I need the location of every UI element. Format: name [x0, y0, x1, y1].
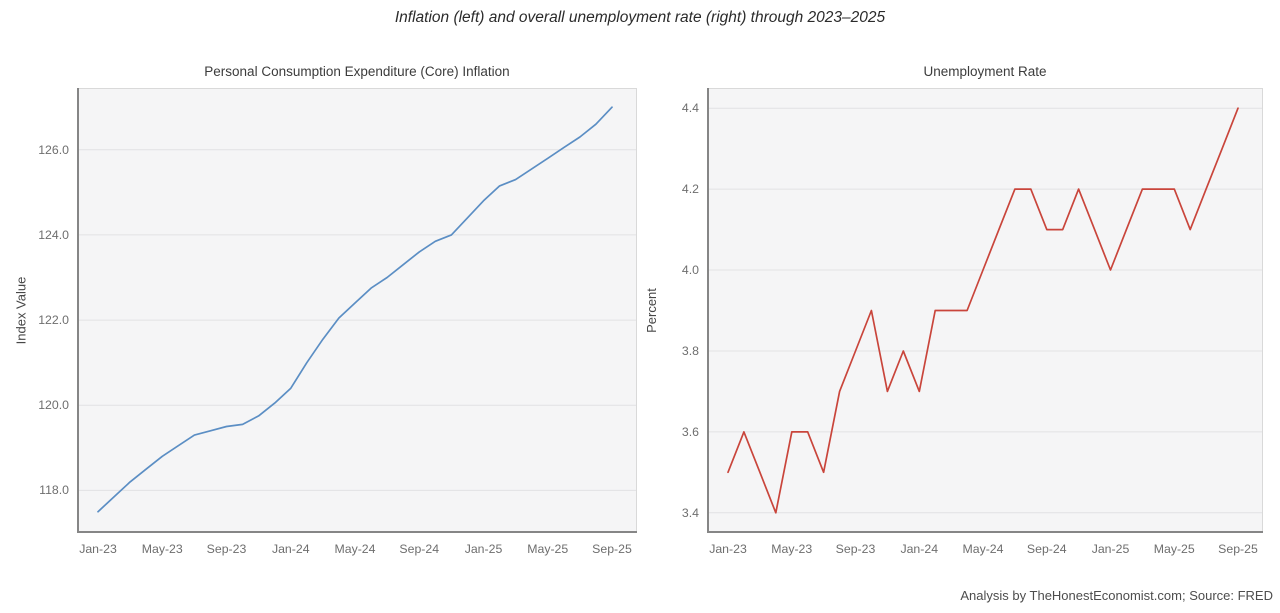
x-tick-label: May-23 [141, 542, 183, 556]
y-tick-label: 3.4 [681, 505, 699, 520]
unemployment-chart-title: Unemployment Rate [923, 64, 1047, 79]
unemployment-chart: Unemployment Rate Percent 3.4 3.6 3.8 4.0 4.… [644, 64, 1263, 556]
figure-suptitle: Inflation (left) and overall unemploymen… [394, 9, 886, 26]
x-tick-label: May-25 [1153, 542, 1195, 556]
y-tick-label: 122.0 [38, 313, 69, 328]
y-tick-label: 3.6 [681, 424, 699, 439]
plot-background [707, 88, 1263, 533]
x-tick-label: Jan-24 [900, 542, 939, 556]
y-tick-label: 3.8 [681, 343, 699, 358]
x-tick-label: Sep-24 [399, 542, 440, 556]
y-tick-label: 126.0 [38, 142, 69, 157]
inflation-chart-title: Personal Consumption Expenditure (Core) … [204, 64, 510, 79]
x-tick-label: May-23 [771, 542, 813, 556]
x-tick-label: Sep-23 [835, 542, 876, 556]
source-attribution: Analysis by TheHonestEconomist.com; Sour… [960, 588, 1273, 603]
x-tick-label: Sep-25 [1218, 542, 1258, 556]
x-tick-label: May-24 [962, 542, 1004, 556]
inflation-y-axis-title-text: Index Value [13, 276, 29, 345]
x-tick-label: Sep-24 [1026, 542, 1067, 556]
x-tick-label: Jan-24 [271, 542, 310, 556]
x-tick-label: May-25 [527, 542, 569, 556]
x-tick-label: Jan-25 [464, 542, 503, 556]
unemployment-y-axis-title: Percent [641, 88, 661, 533]
x-tick-label: Jan-23 [709, 542, 747, 556]
y-tick-label: 120.0 [38, 398, 69, 413]
x-tick-label: Jan-25 [1091, 542, 1130, 556]
unemployment-line [727, 107, 1239, 514]
x-tick-label: Sep-23 [206, 542, 247, 556]
plot-background [77, 88, 637, 533]
plot-area [77, 88, 637, 533]
unemployment-y-axis-title-text: Percent [643, 288, 659, 333]
y-tick-label: 4.0 [681, 263, 699, 278]
inflation-line [97, 106, 613, 513]
inflation-chart: Personal Consumption Expenditure (Core) … [14, 64, 637, 556]
y-tick-label: 4.2 [681, 182, 699, 197]
y-tick-label: 4.4 [681, 101, 699, 116]
x-tick-label: Sep-25 [592, 542, 632, 556]
x-tick-label: Jan-23 [79, 542, 117, 556]
y-tick-label: 118.0 [39, 483, 69, 498]
plot-area [707, 88, 1263, 533]
x-tick-label: May-24 [334, 542, 376, 556]
y-tick-label: 124.0 [38, 227, 69, 242]
